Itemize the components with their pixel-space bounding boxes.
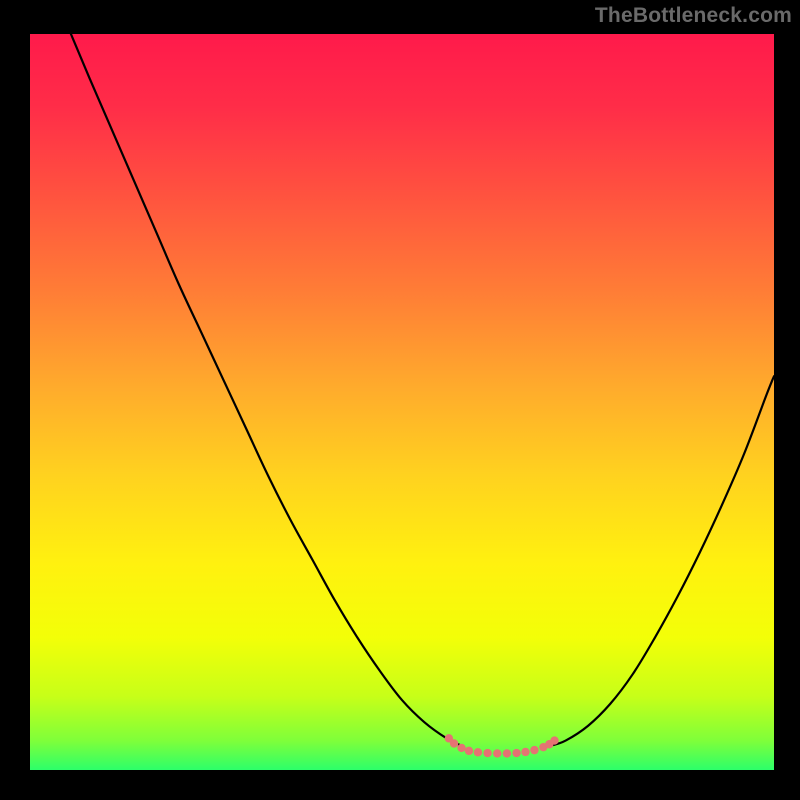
valley-dot	[450, 739, 458, 747]
valley-dot	[521, 748, 529, 756]
left-curve	[71, 34, 462, 746]
right-curve	[551, 376, 774, 745]
valley-dot	[483, 749, 491, 757]
valley-dot	[503, 749, 511, 757]
valley-dot	[530, 746, 538, 754]
chart-container: TheBottleneck.com	[0, 0, 800, 800]
valley-dot	[512, 749, 520, 757]
plot-area	[30, 34, 774, 770]
valley-dot	[457, 744, 465, 752]
watermark-text: TheBottleneck.com	[595, 4, 792, 28]
valley-dot	[493, 749, 501, 757]
valley-dot	[465, 747, 473, 755]
curve-layer	[30, 34, 774, 770]
valley-dot	[550, 736, 558, 744]
valley-dot	[474, 748, 482, 756]
